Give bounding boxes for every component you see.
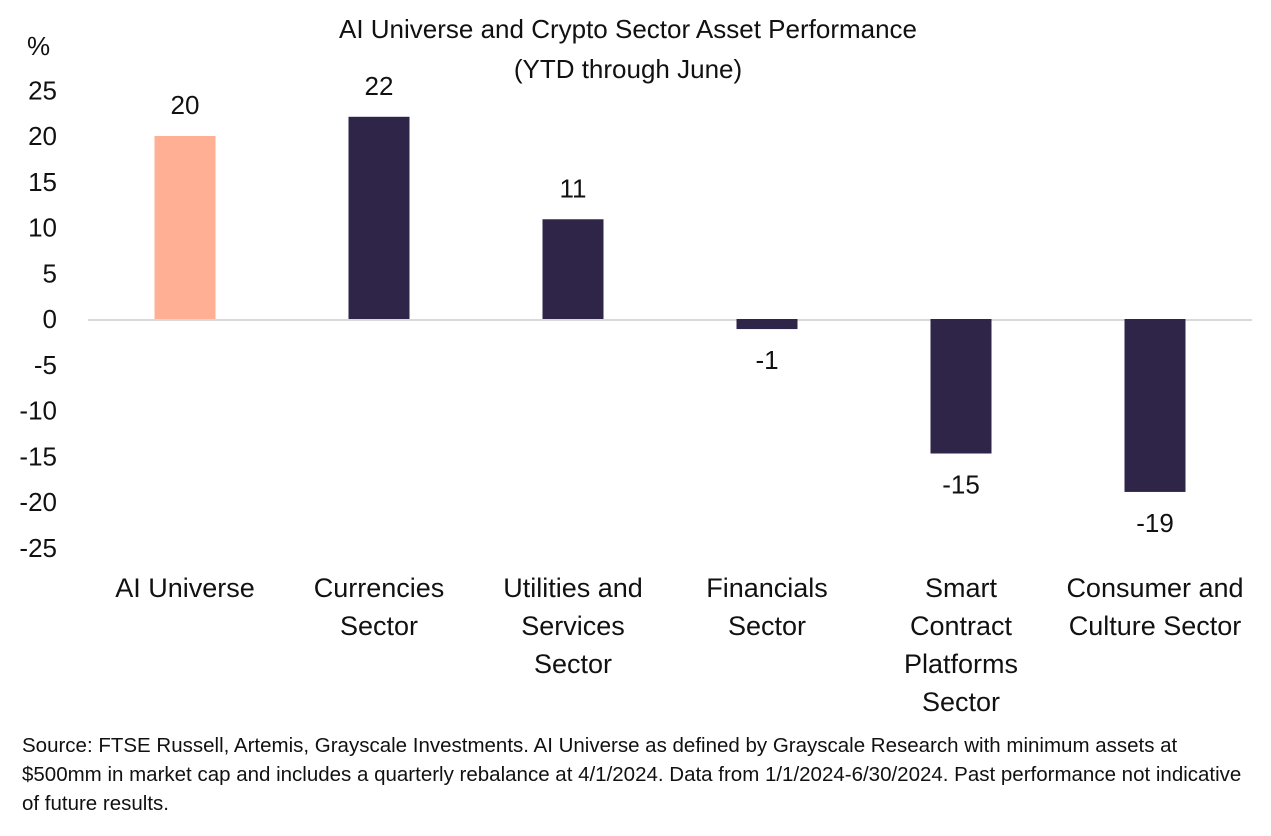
data-labels: 20 22 11 -1 -15 -19 [171, 71, 1174, 538]
y-tick-label: -25 [19, 533, 57, 563]
y-axis-label: % [27, 31, 50, 61]
y-tick-label: 20 [28, 121, 57, 151]
x-tick-label: Currencies Sector [314, 573, 445, 641]
x-tick-label: AI Universe [115, 573, 255, 603]
data-label: 22 [365, 71, 394, 101]
chart-title: AI Universe and Crypto Sector Asset Perf… [339, 14, 917, 44]
chart-subtitle: (YTD through June) [514, 54, 742, 84]
bar [348, 116, 410, 319]
y-tick-label: 0 [43, 304, 57, 334]
x-tick-label: Financials Sector [706, 573, 828, 641]
x-tick-label: Consumer and Culture Sector [1066, 573, 1243, 641]
bar [930, 319, 992, 454]
bar [1124, 319, 1186, 492]
data-label: -15 [942, 470, 980, 500]
source-note: Source: FTSE Russell, Artemis, Grayscale… [22, 734, 1242, 815]
y-tick-label: 25 [28, 75, 57, 105]
data-label: 11 [560, 173, 587, 203]
y-tick-label: -10 [19, 396, 57, 426]
data-label: -1 [755, 345, 778, 375]
y-tick-label: 15 [28, 167, 57, 197]
data-label: -19 [1136, 508, 1174, 538]
y-tick-label: 5 [43, 258, 57, 288]
y-axis-ticks: 25 20 15 10 5 0 -5 -10 -15 -20 -25 [19, 75, 57, 563]
bar [736, 319, 798, 330]
bar [542, 219, 604, 319]
x-tick-label: Utilities and Services Sector [503, 573, 643, 679]
data-label: 20 [171, 90, 200, 120]
x-axis-labels: AI Universe Currencies Sector Utilities and… [115, 573, 1243, 717]
y-tick-label: -20 [19, 487, 57, 517]
x-tick-label: Smart Contract Platforms Sector [904, 573, 1018, 717]
y-tick-label: -5 [34, 350, 57, 380]
y-tick-label: -15 [19, 441, 57, 471]
y-tick-label: 10 [28, 213, 57, 243]
bar-chart: AI Universe and Crypto Sector Asset Perf… [19, 14, 1252, 717]
bars [154, 116, 1186, 492]
bar [154, 136, 216, 319]
